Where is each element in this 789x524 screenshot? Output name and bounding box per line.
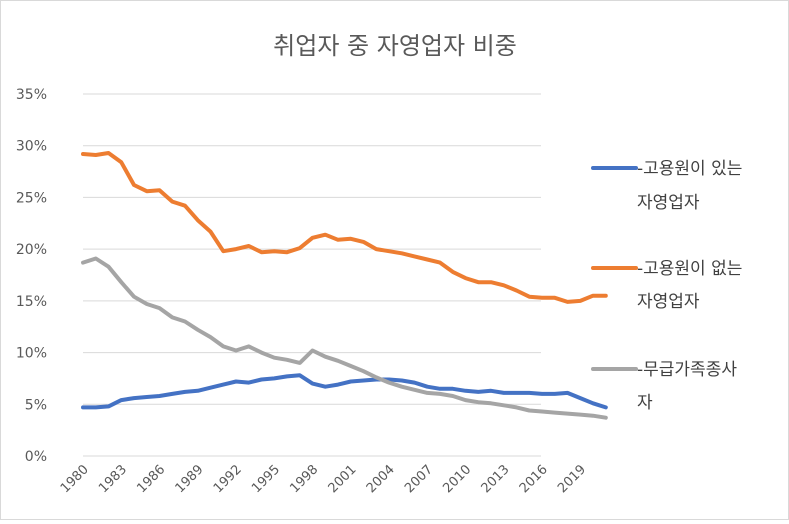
legend-item-series-3[interactable]: -무급가족종사 자 [591,360,737,413]
x-tick-label: 2019 [555,462,589,496]
x-tick-label: 1986 [134,462,168,496]
legend-label-series-2-line2: 자영업자 [637,292,700,312]
y-tick-label: 0% [25,449,47,465]
legend-item-series-1[interactable]: -고용원이 있는 자영업자 [591,159,742,213]
series-line-2 [81,151,608,304]
y-tick-label: 20% [16,242,47,258]
legend-label-series-3-line2: 자 [637,393,653,413]
y-tick-label: 10% [16,346,47,362]
x-tick-label: 2013 [479,462,513,496]
y-tick-label: 15% [16,294,47,310]
x-tick-label: 1995 [249,462,283,496]
chart-title: 취업자 중 자영업자 비중 [273,32,517,60]
x-tick-label: 1983 [96,462,130,496]
x-tick-label: 2004 [364,462,398,496]
legend-label-series-2-line1: -고용원이 없는 [637,259,742,279]
x-tick-label: 1998 [287,462,321,496]
legend-label-series-1-line1: -고용원이 있는 [637,159,742,179]
x-tick-label: 2001 [326,462,360,496]
legend-label-series-3-line1: -무급가족종사 [637,360,737,380]
x-tick-label: 1989 [173,462,207,496]
series-lines [81,151,608,420]
y-axis-ticks: 0% 5% 10% 15% 20% 25% 30% 35% [16,87,47,465]
y-tick-label: 30% [16,139,47,155]
legend[interactable]: -고용원이 있는 자영업자 -고용원이 없는 자영업자 -무급가족종사 자 [591,159,742,413]
legend-label-series-1-line2: 자영업자 [637,193,700,213]
series-line-3 [81,256,608,420]
legend-item-series-2[interactable]: -고용원이 없는 자영업자 [591,259,742,312]
x-axis-ticks: 1980 1983 1986 1989 1992 1995 1998 2001 2004 2007… [58,462,589,496]
x-tick-label: 1980 [58,462,92,496]
x-tick-label: 1992 [211,462,245,496]
y-tick-label: 35% [16,87,47,103]
y-tick-label: 5% [25,397,47,413]
x-tick-label: 2016 [517,462,551,496]
x-tick-label: 2007 [402,462,436,496]
x-tick-label: 2010 [440,462,474,496]
y-tick-label: 25% [16,190,47,206]
series-line-1 [81,373,608,410]
